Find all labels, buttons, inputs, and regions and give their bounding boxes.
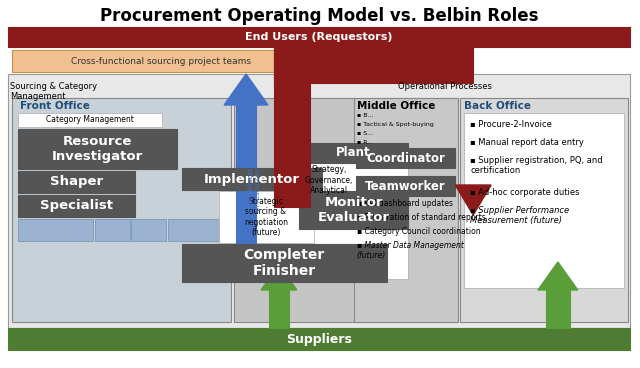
Bar bbox=[546, 290, 570, 328]
Text: Completer
Finisher: Completer Finisher bbox=[243, 248, 324, 278]
Bar bbox=[234, 98, 458, 322]
Text: ▪ Master Data Management
(future): ▪ Master Data Management (future) bbox=[356, 241, 463, 261]
Bar bbox=[274, 47, 473, 83]
Text: ▪ Supplier Performance
Measurement (future): ▪ Supplier Performance Measurement (futu… bbox=[470, 206, 570, 225]
Text: Plant: Plant bbox=[337, 146, 371, 159]
Text: Specialist: Specialist bbox=[40, 199, 113, 212]
Text: Coordinator: Coordinator bbox=[366, 152, 445, 164]
Bar bbox=[131, 219, 166, 241]
Bar bbox=[12, 50, 311, 72]
Text: Category Management: Category Management bbox=[45, 116, 134, 124]
Text: Procurement Operating Model vs. Belbin Roles: Procurement Operating Model vs. Belbin R… bbox=[100, 7, 538, 25]
Text: Monitor
Evaluator: Monitor Evaluator bbox=[317, 196, 390, 224]
Bar bbox=[95, 219, 129, 241]
Bar bbox=[299, 191, 408, 229]
Bar bbox=[8, 74, 630, 328]
Text: ▪ R...: ▪ R... bbox=[356, 140, 373, 145]
Bar bbox=[168, 219, 223, 241]
Bar bbox=[12, 98, 231, 322]
Text: Strategy,
Governance,
Analytical: Strategy, Governance, Analytical bbox=[305, 165, 353, 195]
Bar bbox=[354, 98, 458, 322]
Text: ▪ Supplier registration, PQ, and
certification: ▪ Supplier registration, PQ, and certifi… bbox=[470, 156, 603, 176]
Bar bbox=[269, 290, 289, 328]
Bar bbox=[18, 129, 177, 169]
Text: Cross-functional sourcing project teams: Cross-functional sourcing project teams bbox=[72, 57, 252, 66]
Text: ▪ Manual report data entry: ▪ Manual report data entry bbox=[470, 138, 584, 147]
Bar bbox=[299, 143, 408, 163]
Text: Shaper: Shaper bbox=[50, 176, 103, 188]
Bar bbox=[18, 195, 136, 217]
Bar bbox=[182, 244, 387, 282]
Text: Dynamic allocation
of resources: Dynamic allocation of resources bbox=[248, 156, 261, 224]
Text: ▪ Preparation of standard reports: ▪ Preparation of standard reports bbox=[356, 213, 485, 222]
Bar bbox=[8, 27, 630, 47]
Bar bbox=[356, 148, 455, 168]
Polygon shape bbox=[455, 185, 491, 215]
Text: Middle Office: Middle Office bbox=[356, 101, 435, 111]
Text: ▪ Category Council coordination: ▪ Category Council coordination bbox=[356, 227, 480, 236]
Text: Sourcing & Category
Management: Sourcing & Category Management bbox=[10, 82, 97, 102]
Text: Resource
Investigator: Resource Investigator bbox=[52, 135, 143, 163]
Text: Teamworker: Teamworker bbox=[365, 180, 446, 192]
Bar bbox=[8, 328, 630, 350]
Text: ▪ Tactical & Spot-buying: ▪ Tactical & Spot-buying bbox=[356, 122, 433, 127]
Bar bbox=[274, 47, 310, 207]
Text: Operational Processes: Operational Processes bbox=[399, 82, 492, 91]
Bar bbox=[460, 98, 628, 322]
Bar bbox=[464, 113, 623, 288]
Text: Suppliers: Suppliers bbox=[286, 333, 352, 346]
Polygon shape bbox=[224, 74, 268, 105]
Bar bbox=[18, 171, 136, 193]
Bar bbox=[236, 105, 256, 280]
Text: Implementor: Implementor bbox=[204, 173, 300, 185]
Text: ▪ S...: ▪ S... bbox=[356, 131, 372, 136]
Polygon shape bbox=[261, 265, 297, 290]
Text: ▪ Procure-2-Invoice: ▪ Procure-2-Invoice bbox=[470, 120, 552, 129]
Bar bbox=[18, 219, 93, 241]
Bar bbox=[18, 113, 163, 127]
Text: ▪ Ad-hoc corporate duties: ▪ Ad-hoc corporate duties bbox=[470, 188, 580, 197]
Text: End Users (Requestors): End Users (Requestors) bbox=[245, 32, 392, 42]
Text: Front Office: Front Office bbox=[20, 101, 90, 111]
Bar bbox=[219, 191, 314, 243]
Text: Back Office: Back Office bbox=[464, 101, 531, 111]
Text: Strategic
sourcing &
negotiation
(future): Strategic sourcing & negotiation (future… bbox=[244, 197, 288, 237]
Bar bbox=[356, 176, 455, 196]
Polygon shape bbox=[538, 262, 578, 290]
Bar bbox=[182, 168, 322, 190]
Bar bbox=[299, 229, 408, 279]
Text: ▪ B...: ▪ B... bbox=[356, 113, 373, 118]
Text: ▪ KPI dashboard updates: ▪ KPI dashboard updates bbox=[356, 199, 452, 208]
Bar bbox=[299, 163, 408, 213]
